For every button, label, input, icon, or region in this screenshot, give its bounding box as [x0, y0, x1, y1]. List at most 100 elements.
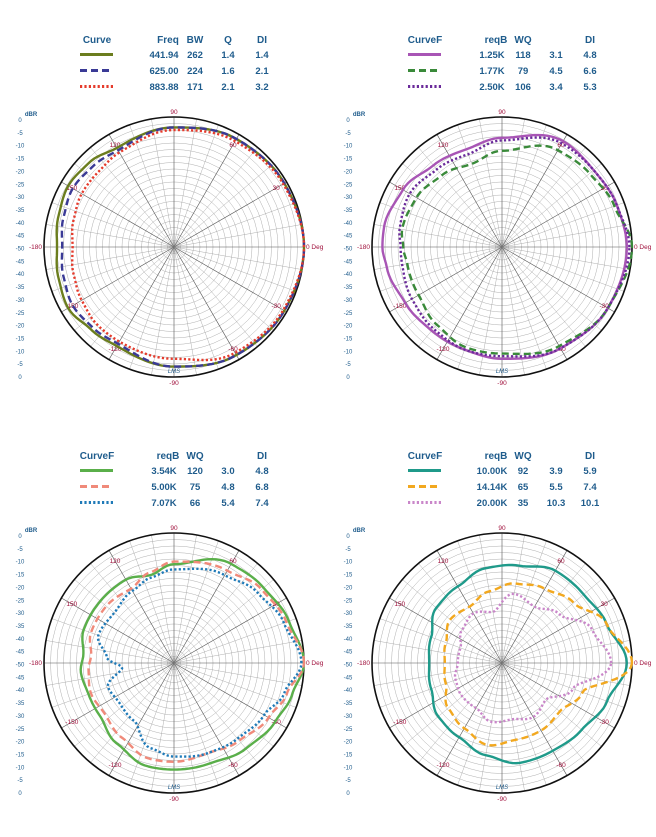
grid-spoke	[501, 662, 568, 776]
db-tick-label: -20	[16, 324, 25, 330]
lms-logo: LMS	[496, 785, 508, 791]
polar-grid	[43, 116, 305, 378]
legend-cell: 20.00K	[477, 498, 508, 509]
legend-cell: 6.8	[255, 482, 268, 493]
db-tick-label: -30	[344, 195, 353, 201]
angle-label: 150	[394, 601, 405, 608]
legend-header: DI	[585, 451, 595, 462]
axis-unit-label: dBR	[25, 112, 38, 118]
angle-label: -90	[497, 796, 507, 803]
db-tick-label: -5	[17, 362, 23, 368]
db-tick-label: 0	[18, 375, 22, 381]
series-line	[60, 126, 306, 368]
grid-spoke	[479, 118, 503, 248]
angle-label: 150	[394, 185, 405, 192]
db-tick-label: -5	[17, 547, 23, 553]
angle-label: -30	[599, 303, 609, 310]
legend-cell: 4.8	[255, 466, 268, 477]
angle-label: -180	[29, 660, 42, 667]
legend-cell: 7.4	[583, 482, 597, 493]
series-line	[87, 560, 306, 763]
angle-label: -90	[169, 380, 179, 387]
db-tick-label: -15	[16, 157, 25, 163]
grid-spoke	[402, 163, 503, 248]
angle-label: -120	[108, 346, 121, 353]
grid-spoke	[479, 534, 503, 664]
legend-cell: 3.4	[549, 82, 563, 93]
grid-spoke	[173, 662, 219, 786]
grid-spoke	[389, 181, 503, 248]
grid-spoke	[90, 147, 175, 248]
grid-spoke	[173, 246, 303, 270]
grid-spoke	[501, 534, 525, 664]
angle-labels: 0 Deg 30 60 90 120 150 -180 -150 -120 -90 -60 -30	[357, 525, 652, 803]
grid-spoke	[436, 134, 503, 248]
db-tick-label: -45	[16, 675, 25, 681]
grid-spoke	[51, 662, 175, 708]
db-tick-label: 0	[346, 375, 350, 381]
polar-grid	[371, 116, 633, 378]
grid-spoke	[173, 246, 258, 347]
grid-spoke	[173, 662, 303, 686]
db-tick-label: -15	[16, 573, 25, 579]
angle-label: 30	[601, 601, 609, 608]
angle-label: -180	[357, 244, 370, 251]
db-tick-label: -25	[344, 727, 353, 733]
angle-label: 60	[229, 558, 237, 565]
legend-cell: 65	[518, 482, 529, 493]
angle-label: -60	[228, 762, 238, 769]
db-tick-label: -20	[16, 585, 25, 591]
angle-label: 90	[170, 109, 178, 116]
grid-spoke	[74, 246, 175, 331]
legend-header: DI	[585, 35, 595, 46]
grid-spoke	[501, 118, 525, 248]
grid-spoke	[51, 618, 175, 664]
grid-spoke	[501, 246, 631, 270]
db-tick-label: -30	[344, 714, 353, 720]
db-tick-label: -10	[344, 560, 353, 566]
grid-spoke	[173, 540, 219, 664]
legend-cell: 118	[515, 50, 530, 61]
series-group	[427, 563, 634, 765]
axis-unit-label: dBR	[353, 112, 366, 118]
db-tick-label: -15	[16, 336, 25, 342]
angle-label: -90	[497, 380, 507, 387]
grid-spoke	[501, 662, 586, 763]
legend-cell: 625.00	[149, 66, 178, 77]
grid-spoke	[479, 246, 503, 376]
polar-chart-panel-2: CurveF reqB WQ DI 1.25K 118 3.1 4.8 1.77K 79 4.5 6.…	[328, 0, 656, 416]
series-group	[55, 126, 306, 368]
grid-spoke	[45, 224, 175, 248]
db-tick-label: -40	[16, 688, 25, 694]
db-tick-label: -5	[17, 131, 23, 137]
angle-label: -150	[393, 303, 406, 310]
angle-label: 120	[438, 142, 449, 149]
db-tick-label: -5	[345, 131, 351, 137]
grid-spoke	[173, 124, 219, 248]
db-tick-label: -15	[16, 752, 25, 758]
grid-spoke	[151, 246, 175, 376]
legend-header: WQ	[186, 451, 203, 462]
grid-spoke	[173, 597, 287, 664]
db-tick-label: -45	[344, 234, 353, 240]
grid-spoke	[501, 662, 625, 708]
angle-label: -180	[29, 244, 42, 251]
db-tick-label: -25	[16, 182, 25, 188]
angle-label: -30	[271, 719, 281, 726]
legend-header: reqB	[485, 35, 508, 46]
grid-spoke	[379, 246, 503, 292]
db-tick-label: 0	[18, 791, 22, 797]
polar-grid	[43, 532, 305, 794]
grid-spoke	[479, 662, 503, 792]
legend-table: CurveF reqB WQ DI 1.25K 118 3.1 4.8 1.77K 79 4.5 6.…	[408, 35, 597, 93]
grid-spoke	[501, 246, 602, 331]
angle-label: -30	[271, 303, 281, 310]
grid-spoke	[501, 640, 631, 664]
axis-unit-label: dBR	[25, 528, 38, 534]
db-tick-label: -20	[344, 740, 353, 746]
db-tick-label: -5	[345, 547, 351, 553]
grid-spoke	[108, 246, 175, 360]
legend-cell: 4.8	[583, 50, 596, 61]
grid-spoke	[173, 118, 197, 248]
db-tick-label: -20	[16, 740, 25, 746]
